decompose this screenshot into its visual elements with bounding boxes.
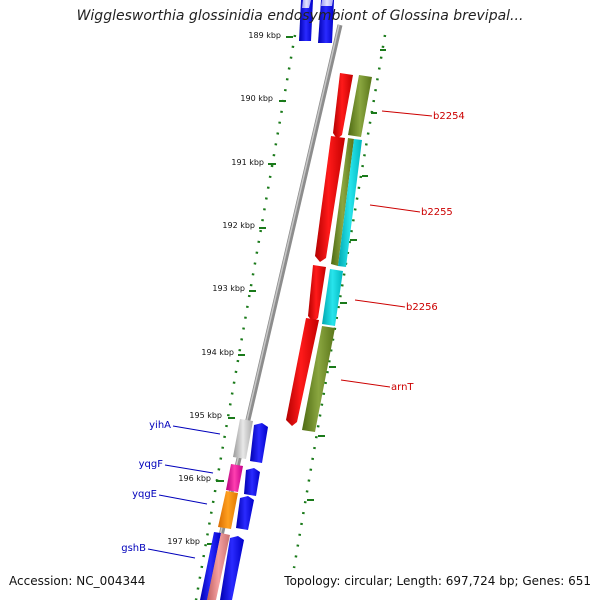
feature-blue-gshB[interactable] (200, 532, 221, 600)
feature-olive-2[interactable] (331, 138, 354, 266)
gene-arrow-blue-3[interactable] (236, 496, 254, 530)
feature-cyan-2[interactable] (322, 269, 343, 326)
gene-arrow-b2255[interactable] (315, 136, 345, 262)
page-title: Wigglesworthia glossinidia endosymbiont … (76, 8, 524, 24)
tick-label-192: 192 kbp (222, 221, 255, 230)
gene-label-b2255[interactable]: b2255 (421, 207, 453, 218)
gene-arrow-b2254[interactable] (333, 73, 353, 139)
gene-label-yqgE[interactable]: yqgE (132, 489, 157, 500)
gene-label-yihA[interactable]: yihA (149, 420, 171, 431)
tick-label-191: 191 kbp (231, 158, 264, 167)
gene-arrow-b2256[interactable] (308, 265, 326, 322)
accession-text: Accession: NC_004344 (9, 574, 146, 588)
topology-text: Topology: circular; Length: 697,724 bp; … (284, 574, 591, 588)
gene-arrow-blue-4[interactable] (220, 536, 244, 600)
feature-magenta[interactable] (226, 464, 243, 492)
feature-olive-1[interactable] (348, 75, 372, 137)
gene-label-yqgF[interactable]: yqgF (139, 459, 164, 470)
gene-arrow-yihA-partner[interactable] (250, 423, 268, 463)
gene-label-arnT[interactable]: arnT (391, 382, 414, 393)
scale-line-left (194, 34, 297, 600)
gene-arrow-blue-2[interactable] (244, 468, 260, 496)
feature-cyan-1[interactable] (338, 139, 362, 267)
tick-label-193: 193 kbp (212, 284, 245, 293)
feature-pink-gshB[interactable] (207, 533, 230, 600)
feature-gray[interactable] (233, 419, 253, 459)
tick-label-194: 194 kbp (201, 348, 234, 357)
tick-label-190: 190 kbp (240, 94, 273, 103)
tick-label-195: 195 kbp (189, 411, 222, 420)
gene-label-gshB[interactable]: gshB (121, 543, 146, 554)
gene-arrow-arnT[interactable] (286, 318, 319, 426)
gene-label-b2254[interactable]: b2254 (433, 111, 465, 122)
tick-label-197: 197 kbp (167, 537, 200, 546)
gene-block-top-left[interactable] (299, 0, 313, 41)
feature-orange[interactable] (218, 491, 238, 529)
feature-olive-3[interactable] (302, 326, 335, 432)
gene-block-top-right[interactable] (318, 0, 334, 43)
gene-label-b2256[interactable]: b2256 (406, 302, 438, 313)
tick-label-196: 196 kbp (178, 474, 211, 483)
tick-label-189: 189 kbp (248, 31, 281, 40)
